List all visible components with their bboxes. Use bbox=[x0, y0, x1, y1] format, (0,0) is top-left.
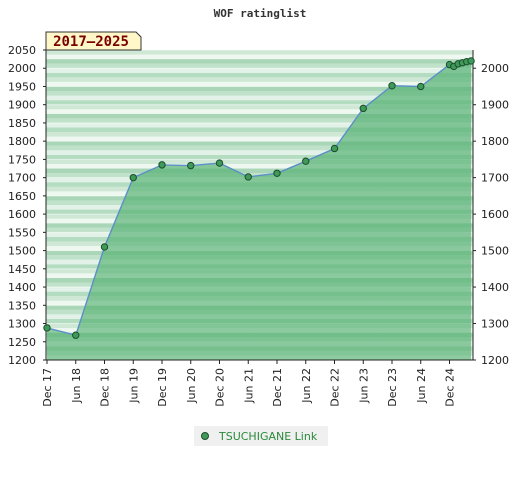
y-tick-label-left: 2050 bbox=[8, 44, 36, 57]
plot-band bbox=[46, 141, 473, 146]
plot-band bbox=[46, 86, 473, 92]
data-point bbox=[302, 157, 310, 165]
y-tick-label-left: 1500 bbox=[8, 245, 36, 258]
data-point bbox=[100, 243, 109, 251]
x-tick-label: Dec 21 bbox=[271, 368, 284, 407]
x-tick-label: Dec 19 bbox=[156, 368, 169, 407]
plot-band bbox=[46, 150, 473, 155]
data-point bbox=[129, 173, 137, 182]
y-tick-label-right: 1500 bbox=[481, 245, 509, 258]
y-tick-label-left: 1450 bbox=[8, 263, 36, 276]
x-tick-label: Jun 18 bbox=[70, 368, 83, 404]
y-tick-label-right: 1400 bbox=[481, 281, 509, 294]
x-tick-label: Dec 20 bbox=[214, 368, 227, 407]
x-tick-label: Dec 18 bbox=[99, 368, 112, 407]
plot-band bbox=[46, 113, 473, 119]
y-tick-label-right: 1300 bbox=[481, 318, 509, 331]
legend-box bbox=[194, 426, 328, 446]
y-tick-label-right: 1700 bbox=[481, 172, 509, 185]
plot-band bbox=[46, 127, 473, 133]
plot-band bbox=[46, 145, 473, 151]
plot-band bbox=[46, 163, 473, 169]
plot-band bbox=[46, 136, 473, 142]
y-tick-label-right: 1600 bbox=[481, 208, 509, 221]
plot-band bbox=[46, 91, 473, 96]
data-point bbox=[273, 169, 281, 177]
plot-band bbox=[46, 72, 473, 78]
plot-band bbox=[46, 59, 473, 64]
y-tick-label-right: 1900 bbox=[481, 99, 509, 112]
y-tick-label-left: 1650 bbox=[8, 190, 36, 203]
plot-band bbox=[46, 54, 473, 60]
y-tick-label-left: 1850 bbox=[8, 117, 36, 130]
plot-band bbox=[46, 154, 473, 160]
y-tick-label-left: 1950 bbox=[8, 80, 36, 93]
year-range-badge-text: 2017–2025 bbox=[53, 34, 129, 50]
x-tick-label: Dec 22 bbox=[329, 368, 342, 407]
y-tick-label-left: 1600 bbox=[8, 208, 36, 221]
plot-band bbox=[46, 122, 473, 128]
x-tick-label: Dec 24 bbox=[444, 368, 457, 407]
data-point bbox=[359, 104, 367, 113]
plot-band bbox=[46, 159, 473, 164]
data-point bbox=[215, 159, 224, 167]
y-tick-label-left: 1550 bbox=[8, 226, 36, 239]
x-tick-label: Jun 24 bbox=[415, 368, 428, 404]
plot-band bbox=[46, 77, 473, 82]
y-tick-label-left: 1750 bbox=[8, 153, 36, 166]
y-axis-right-labels: 1200 1300 1400 1500 1600 1700 1800 1900 2000 bbox=[473, 62, 509, 367]
plot-band bbox=[46, 50, 473, 55]
data-point bbox=[244, 173, 252, 181]
x-tick-label: Jun 20 bbox=[185, 368, 198, 404]
data-point bbox=[72, 331, 80, 339]
data-point bbox=[43, 324, 51, 332]
y-tick-label-left: 1700 bbox=[8, 172, 36, 185]
y-tick-label-left: 1300 bbox=[8, 318, 36, 331]
y-tick-label-left: 1400 bbox=[8, 281, 36, 294]
axes bbox=[45, 50, 474, 361]
x-tick-label: Dec 23 bbox=[386, 368, 399, 407]
plot-band bbox=[46, 81, 473, 87]
y-tick-label-left: 1200 bbox=[8, 354, 36, 367]
y-tick-label-left: 1250 bbox=[8, 336, 36, 349]
plot-band bbox=[46, 100, 473, 105]
series-markers bbox=[43, 57, 475, 339]
plot-band bbox=[46, 63, 473, 69]
plot-band bbox=[46, 168, 473, 174]
data-point bbox=[417, 82, 425, 91]
y-tick-label-left: 2000 bbox=[8, 62, 36, 75]
legend-label: TSUCHIGANE Link bbox=[218, 430, 318, 443]
data-point bbox=[388, 82, 396, 90]
series-area-fill bbox=[47, 60, 472, 361]
legend-marker-icon bbox=[201, 432, 209, 440]
y-tick-label-right: 1200 bbox=[481, 354, 509, 367]
x-axis-labels: Dec 17 Jun 18 Dec 18 Jun 19 Dec 19 Jun 20 Dec … bbox=[41, 360, 457, 407]
y-axis-left-labels: 1200 1250 1300 1350 1400 1450 1500 1550 1600 1650… bbox=[8, 44, 46, 367]
chart-title: WOF ratinglist bbox=[214, 7, 307, 20]
x-tick-label: Jun 19 bbox=[127, 368, 140, 404]
y-tick-label-left: 1900 bbox=[8, 99, 36, 112]
plot-band bbox=[46, 104, 473, 110]
x-tick-label: Jun 22 bbox=[300, 368, 313, 404]
data-point bbox=[467, 57, 475, 65]
plot-band bbox=[46, 109, 473, 114]
x-tick-label: Jun 23 bbox=[357, 368, 370, 404]
plot-band bbox=[46, 68, 473, 73]
data-point bbox=[187, 161, 195, 170]
data-point bbox=[330, 144, 339, 153]
y-tick-label-right: 2000 bbox=[481, 62, 509, 75]
plot-band bbox=[46, 132, 473, 137]
y-tick-label-right: 1800 bbox=[481, 135, 509, 148]
x-tick-label: Jun 21 bbox=[242, 368, 255, 404]
plot-band bbox=[46, 95, 473, 101]
year-range-badge: 2017–2025 bbox=[45, 31, 142, 51]
y-tick-label-left: 1800 bbox=[8, 135, 36, 148]
x-tick-label: Dec 17 bbox=[41, 368, 54, 407]
plot-band bbox=[46, 118, 473, 123]
legend: TSUCHIGANE Link bbox=[194, 426, 328, 446]
data-point bbox=[158, 161, 166, 169]
y-tick-label-left: 1350 bbox=[8, 299, 36, 312]
